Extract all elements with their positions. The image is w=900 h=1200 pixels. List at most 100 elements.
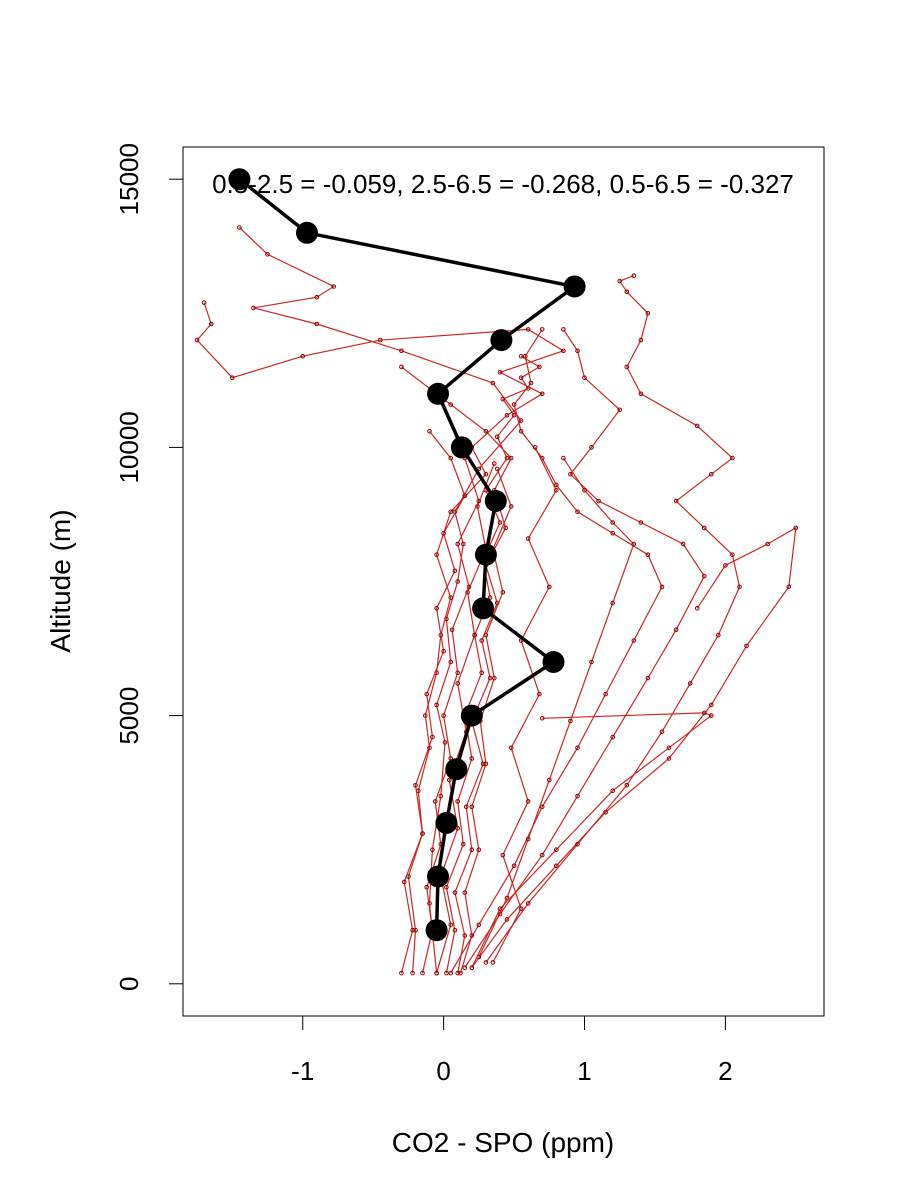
profile-point — [479, 670, 485, 676]
profile-point — [420, 831, 425, 836]
profile-point — [401, 879, 407, 885]
profile-point — [525, 536, 531, 541]
mean-profile-point — [435, 811, 458, 834]
profile-point — [455, 541, 461, 547]
profile-point — [638, 337, 644, 343]
profile-point — [469, 933, 475, 938]
profile-point — [525, 901, 531, 906]
x-tick-label: 2 — [718, 1056, 732, 1086]
profile-4 — [399, 364, 514, 976]
profiles-layer — [194, 225, 799, 976]
mean-profile-point — [427, 382, 449, 405]
profile-point — [673, 498, 679, 504]
profile-point — [490, 380, 496, 386]
profile-point — [483, 429, 489, 434]
profile-point — [497, 906, 503, 912]
profile-point — [694, 423, 700, 429]
profile-1 — [237, 225, 524, 976]
profile-point — [554, 847, 559, 853]
profile-point — [582, 375, 587, 381]
profile-point — [709, 713, 714, 718]
x-tick-label: -1 — [291, 1056, 314, 1086]
profile-point — [518, 375, 524, 381]
profile-point — [442, 740, 448, 745]
profile-point — [455, 670, 461, 676]
profile-point — [575, 842, 580, 847]
profile-point — [314, 294, 320, 300]
profile-point — [462, 493, 468, 499]
profile-point — [511, 412, 517, 418]
profile-point — [631, 541, 637, 547]
stats-annotation: 0.5-2.5 = -0.059, 2.5-6.5 = -0.268, 0.5-… — [212, 169, 794, 199]
profile-point — [424, 885, 430, 890]
profile-point — [518, 418, 524, 423]
mean-profile-point — [460, 704, 483, 727]
y-tick-label: 10000 — [114, 411, 144, 483]
profile-point — [532, 445, 538, 450]
profile-13 — [420, 455, 482, 976]
profile-point — [575, 348, 580, 354]
profile-point — [617, 407, 623, 413]
profile-point — [466, 584, 472, 590]
profile-point — [610, 530, 616, 536]
mean-profile-point — [542, 651, 565, 673]
profile-point — [410, 927, 415, 933]
profile-point — [508, 455, 514, 461]
profile-line — [471, 526, 797, 969]
profile-point — [448, 509, 454, 515]
profile-point — [448, 595, 454, 600]
profile-point — [575, 793, 580, 799]
profile-point — [441, 648, 446, 654]
profile-point — [659, 729, 665, 735]
profile-point — [449, 627, 455, 633]
profile-point — [194, 337, 200, 343]
profile-point — [479, 638, 485, 643]
mean-profile-point — [427, 865, 449, 888]
profile-point — [547, 777, 552, 783]
x-axis-title: CO2 - SPO (ppm) — [392, 1127, 614, 1158]
profile-point — [424, 691, 430, 697]
profile-point — [434, 606, 439, 611]
profile-point — [547, 584, 552, 590]
profile-point — [452, 568, 458, 574]
profile-line — [464, 329, 705, 969]
profile-point — [716, 632, 721, 638]
profile-point — [702, 710, 707, 716]
profile-10 — [476, 455, 637, 960]
profile-point — [523, 353, 528, 359]
mean-profile-point — [490, 329, 513, 352]
profile-point — [508, 504, 514, 509]
profile-point — [582, 488, 587, 493]
profile-point — [461, 842, 466, 847]
profile-point — [413, 927, 418, 933]
profile-point — [444, 970, 449, 976]
profile-point — [518, 429, 524, 434]
profile-point — [624, 364, 630, 370]
profile-point — [487, 675, 493, 681]
x-tick-label: 1 — [577, 1056, 591, 1086]
profile-point — [455, 799, 461, 804]
profile-point — [494, 466, 500, 472]
profile-point — [561, 348, 566, 354]
profile-point — [492, 461, 497, 466]
profile-point — [448, 402, 454, 407]
profile-line — [421, 457, 480, 974]
mean-profile-point — [296, 221, 318, 244]
profile-point — [448, 455, 454, 461]
profile-line — [196, 302, 565, 974]
profile-point — [438, 793, 444, 799]
profile-7 — [483, 273, 742, 965]
profile-point — [447, 777, 452, 783]
profile-point — [680, 541, 686, 547]
profile-point — [201, 300, 207, 305]
profile-point — [469, 847, 475, 853]
profile-point — [539, 716, 545, 721]
profile-point — [624, 289, 630, 295]
profile-14 — [490, 445, 559, 965]
y-tick-label: 0 — [114, 977, 144, 991]
profile-point — [444, 885, 449, 890]
profile-point — [469, 804, 475, 810]
profile-point — [472, 632, 477, 638]
profile-point — [561, 455, 566, 461]
profile-point — [500, 396, 506, 402]
